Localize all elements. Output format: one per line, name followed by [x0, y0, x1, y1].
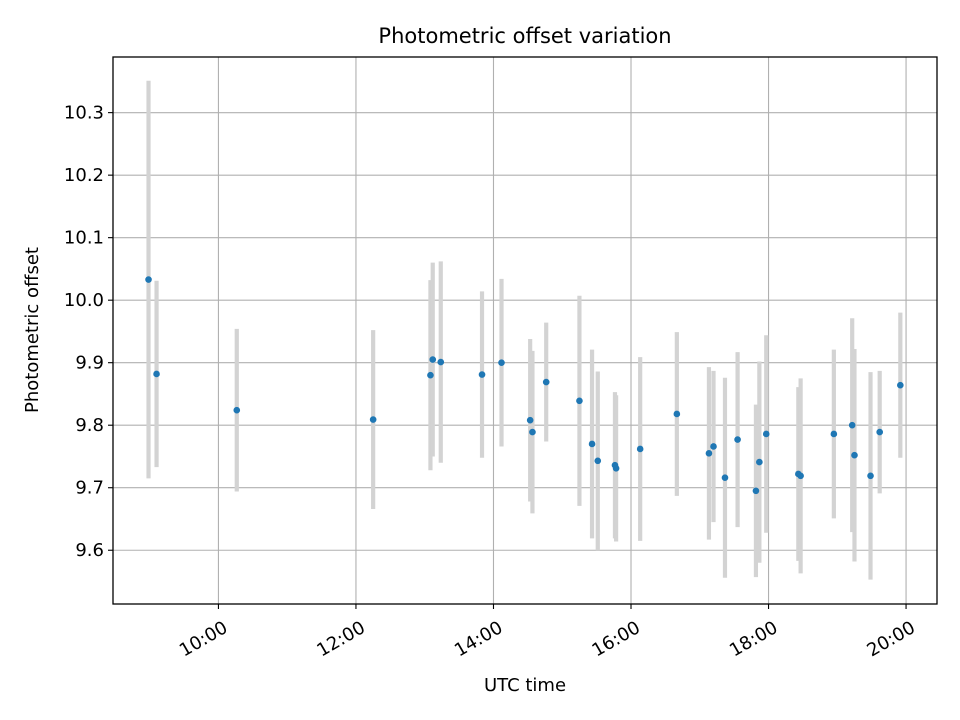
data-point	[478, 371, 486, 378]
data-point	[542, 378, 550, 386]
data-point	[867, 472, 874, 480]
data-point	[526, 416, 534, 424]
data-point	[705, 450, 713, 457]
data-point	[369, 416, 377, 423]
data-point	[529, 428, 536, 436]
data-point	[594, 457, 602, 465]
data-point	[734, 436, 741, 443]
data-point	[145, 276, 152, 283]
data-point	[233, 406, 241, 414]
data-point	[710, 443, 717, 450]
data-point	[636, 445, 644, 453]
data-point	[848, 421, 856, 429]
chart-title: Photometric offset variation	[378, 24, 671, 48]
y-tick-label: 9.9	[75, 353, 104, 374]
data-points	[145, 276, 904, 495]
data-point	[576, 397, 583, 405]
data-point	[427, 371, 434, 379]
data-point	[673, 410, 681, 418]
data-point	[876, 428, 883, 436]
y-tick-label: 9.6	[75, 540, 104, 561]
plot-frame	[112, 56, 938, 605]
data-point	[752, 487, 760, 495]
y-tick-label: 10.0	[64, 290, 104, 311]
data-point	[588, 440, 596, 448]
data-point	[153, 370, 160, 378]
data-point	[756, 458, 763, 466]
y-tick-label: 9.7	[75, 478, 104, 499]
data-point	[797, 472, 804, 480]
data-point	[851, 451, 858, 459]
data-point	[612, 465, 620, 472]
data-point	[830, 430, 838, 438]
data-point	[897, 381, 904, 389]
data-point	[437, 358, 445, 366]
y-tick-label: 10.2	[64, 165, 104, 186]
y-tick-label: 9.8	[75, 415, 104, 436]
x-axis-label: UTC time	[484, 675, 566, 696]
data-point	[721, 474, 729, 482]
data-point	[429, 356, 437, 363]
data-point	[498, 359, 505, 366]
y-axis-ticks: 9.6 9.7 9.8 9.9 10.0 10.1 10.2 10.3	[64, 103, 113, 561]
y-tick-label: 10.1	[64, 228, 104, 249]
y-axis-label: Photometric offset	[22, 247, 43, 413]
y-tick-label: 10.3	[64, 103, 104, 124]
grid-lines	[113, 57, 937, 604]
data-point	[762, 430, 770, 438]
